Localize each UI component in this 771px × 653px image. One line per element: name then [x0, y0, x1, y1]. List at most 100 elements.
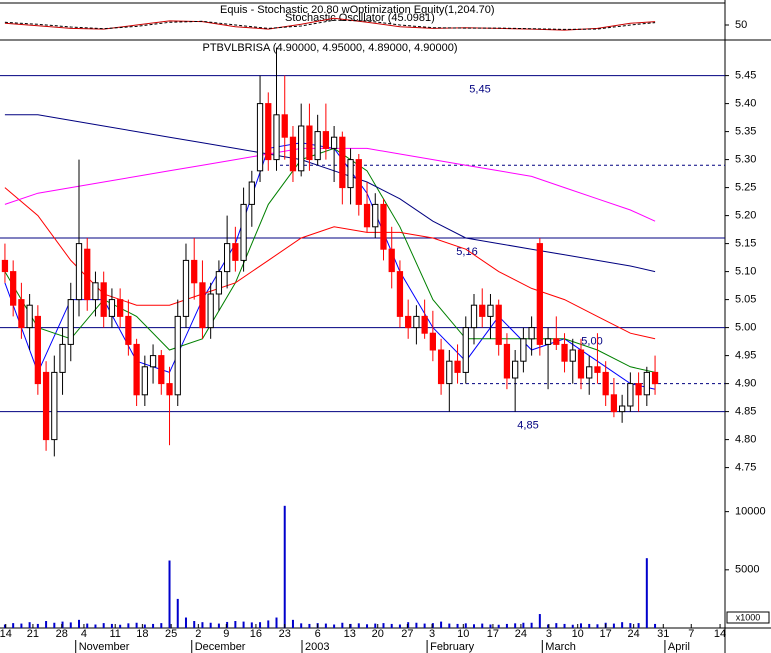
volume-bar: [349, 623, 352, 628]
x-tick-label: 16: [250, 628, 262, 640]
x-tick-label: 28: [56, 628, 68, 640]
stochastic-title: Equis - Stochastic 20.80 wOptimization E…: [220, 4, 495, 16]
volume-bar: [538, 614, 541, 628]
y-tick-label: 4.85: [735, 406, 756, 418]
volume-bar: [464, 623, 467, 628]
x-tick-label: 2: [195, 628, 201, 640]
candle-body: [487, 304, 494, 317]
volume-bar: [398, 624, 401, 628]
x-tick-label: 18: [136, 628, 148, 640]
volume-bar: [308, 623, 311, 628]
volume-bar: [571, 624, 574, 628]
volume-bar: [481, 623, 484, 628]
candle-body: [462, 327, 469, 373]
volume-bar: [234, 621, 237, 628]
volume-bar: [259, 622, 262, 628]
candle-body: [34, 315, 41, 385]
candle-body: [108, 299, 116, 317]
candle-body: [553, 338, 560, 345]
candle-body: [1, 259, 9, 273]
x-tick-label: 20: [372, 628, 384, 640]
candle-body: [495, 304, 502, 345]
candle-body: [322, 131, 330, 149]
volume-bar: [431, 623, 434, 628]
y-tick-label: 50: [735, 19, 747, 31]
volume-bar: [160, 623, 163, 628]
volume-bar: [357, 623, 360, 628]
volume-bar: [456, 623, 459, 628]
y-tick-label: 5.40: [735, 98, 756, 110]
volume-bar: [497, 624, 500, 628]
unit-label: x1000: [736, 612, 761, 622]
candle-body: [421, 315, 428, 334]
candle-body: [347, 159, 354, 189]
candle-body: [26, 304, 33, 329]
volume-bar: [283, 505, 286, 628]
candle-body: [594, 366, 601, 373]
candle-body: [117, 299, 124, 317]
x-tick-label: 11: [109, 628, 120, 640]
volume-bar: [333, 624, 336, 628]
volume-bar: [555, 623, 558, 628]
volume-bar: [407, 622, 410, 628]
volume-bar: [654, 623, 657, 628]
y-tick-label: 4.75: [735, 462, 756, 474]
volume-bar: [579, 623, 582, 628]
volume-bar: [217, 623, 220, 628]
volume-bar: [36, 623, 39, 628]
volume-bar: [69, 622, 72, 628]
y-tick-label: 5.15: [735, 238, 756, 250]
x-tick-label: 13: [344, 628, 356, 640]
candle-body: [619, 405, 626, 413]
volume-bar: [226, 621, 229, 628]
candle-body: [240, 203, 247, 261]
candle-body: [10, 271, 17, 306]
candle-body: [503, 343, 511, 379]
moving-average: [4, 187, 656, 340]
stochastic-subtitle: Stochastic Oscillator (45.0981): [285, 12, 435, 24]
unit-box: [726, 611, 770, 624]
candle-body: [643, 371, 650, 396]
candle-body: [207, 293, 214, 329]
x-tick-label: 14: [0, 628, 12, 640]
x-tick-label: 25: [165, 628, 177, 640]
volume-bar: [242, 621, 245, 628]
candle-body: [437, 349, 445, 385]
x-tick-label: 4: [81, 628, 87, 640]
volume-bar: [250, 622, 253, 628]
y-tick-label: 4.90: [735, 378, 756, 390]
candle-body: [470, 304, 478, 329]
volume-bar: [588, 623, 591, 628]
candle-body: [265, 103, 272, 161]
x-tick-label: 10: [572, 628, 584, 640]
month-label: November: [79, 641, 130, 653]
volume-bar: [119, 624, 122, 628]
candle-body: [479, 304, 486, 317]
candle-body: [256, 103, 264, 172]
volume-bar: [176, 598, 179, 628]
volume-bar: [102, 623, 105, 628]
volume-bar: [629, 623, 632, 628]
candle-body: [512, 360, 519, 379]
candle-body: [289, 136, 297, 172]
volume-bar: [612, 623, 615, 628]
volume-bar: [61, 621, 64, 628]
volume-bar: [637, 623, 640, 628]
candle-body: [380, 203, 387, 250]
y-tick-label: 5.45: [735, 70, 756, 82]
volume-bar: [530, 622, 533, 628]
volume-bar: [596, 624, 599, 628]
volume-bar: [20, 623, 23, 628]
volume-bar: [45, 621, 48, 628]
x-tick-label: 10: [457, 628, 469, 640]
candle-body: [191, 259, 198, 284]
volume-bar: [78, 619, 81, 628]
y-tick-label: 5.35: [735, 126, 756, 138]
volume-bar: [448, 623, 451, 628]
candle-body: [215, 271, 223, 295]
y-tick-label: 5.30: [735, 154, 756, 166]
candle-body: [569, 349, 576, 362]
x-tick-label: 24: [515, 628, 527, 640]
